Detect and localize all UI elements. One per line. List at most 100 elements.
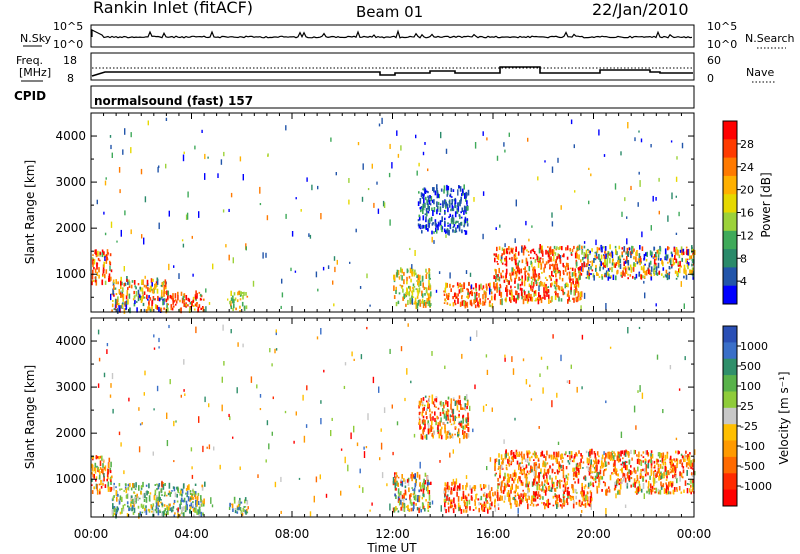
data-cell bbox=[607, 268, 610, 271]
data-cell bbox=[151, 288, 153, 291]
data-cell bbox=[240, 291, 242, 296]
data-cell bbox=[413, 503, 415, 510]
data-cell bbox=[93, 258, 96, 265]
data-cell bbox=[160, 488, 163, 493]
data-cell bbox=[534, 451, 536, 457]
data-cell bbox=[112, 288, 114, 295]
data-cell bbox=[406, 368, 408, 375]
data-cell bbox=[484, 484, 487, 488]
data-cell bbox=[407, 299, 409, 305]
data-cell bbox=[127, 287, 129, 291]
data-cell bbox=[557, 285, 560, 290]
data-cell bbox=[530, 299, 532, 302]
data-cell bbox=[408, 508, 411, 512]
data-cell bbox=[155, 510, 158, 514]
data-cell bbox=[573, 458, 575, 463]
data-cell bbox=[537, 256, 540, 261]
data-cell bbox=[520, 290, 523, 296]
data-cell bbox=[683, 268, 685, 273]
data-cell bbox=[194, 509, 196, 513]
data-cell bbox=[192, 501, 194, 504]
data-cell bbox=[685, 455, 687, 458]
data-cell bbox=[449, 283, 451, 288]
data-cell bbox=[422, 407, 424, 414]
data-cell bbox=[497, 483, 499, 489]
data-cell bbox=[486, 369, 489, 375]
data-cell bbox=[504, 482, 506, 486]
data-cell bbox=[622, 267, 625, 270]
data-cell bbox=[561, 460, 564, 463]
data-cell bbox=[232, 436, 234, 439]
data-cell bbox=[504, 243, 506, 248]
data-cell bbox=[461, 287, 464, 293]
data-cell bbox=[457, 297, 459, 300]
data-cell bbox=[466, 501, 468, 507]
data-cell bbox=[371, 502, 373, 506]
data-cell bbox=[526, 294, 528, 299]
data-cell bbox=[463, 230, 466, 232]
data-cell bbox=[678, 267, 681, 274]
data-cell bbox=[104, 256, 106, 261]
data-cell bbox=[557, 253, 559, 258]
data-cell bbox=[474, 142, 477, 149]
data-cell bbox=[453, 497, 455, 504]
data-cell bbox=[446, 282, 448, 288]
colorbar-segment bbox=[723, 194, 737, 213]
data-cell bbox=[634, 481, 636, 488]
data-cell bbox=[125, 302, 127, 305]
data-cell bbox=[628, 267, 631, 271]
data-cell bbox=[621, 467, 623, 473]
data-cell bbox=[439, 213, 441, 215]
data-cell bbox=[503, 279, 506, 283]
data-cell bbox=[419, 299, 421, 302]
data-cell bbox=[112, 292, 115, 296]
data-cell bbox=[596, 488, 599, 494]
data-cell bbox=[202, 307, 205, 313]
data-cell bbox=[438, 271, 441, 274]
data-cell bbox=[132, 298, 135, 301]
data-cell bbox=[659, 473, 662, 476]
data-cell bbox=[408, 275, 411, 279]
data-cell bbox=[412, 474, 415, 478]
data-cell bbox=[280, 510, 282, 514]
data-cell bbox=[417, 201, 420, 206]
data-cell bbox=[594, 254, 596, 258]
data-cell bbox=[583, 262, 586, 268]
data-cell bbox=[677, 264, 680, 267]
data-cell bbox=[665, 269, 668, 274]
data-cell bbox=[240, 501, 243, 504]
data-cell bbox=[179, 493, 181, 496]
data-cell bbox=[247, 506, 249, 510]
data-cell bbox=[154, 489, 157, 495]
data-cell bbox=[413, 271, 416, 277]
data-cell bbox=[503, 500, 506, 503]
data-cell bbox=[516, 492, 519, 496]
data-cell bbox=[418, 489, 420, 493]
data-cell bbox=[678, 486, 681, 491]
data-cell bbox=[434, 221, 437, 226]
freq-right-label: Nave bbox=[746, 66, 774, 79]
data-cell bbox=[166, 412, 168, 419]
data-cell bbox=[428, 490, 431, 495]
data-cell bbox=[197, 306, 200, 312]
data-cell bbox=[149, 308, 152, 311]
data-cell bbox=[660, 452, 662, 458]
data-cell bbox=[598, 455, 600, 458]
data-cell bbox=[562, 290, 565, 296]
data-cell bbox=[412, 489, 414, 491]
data-cell bbox=[454, 230, 456, 233]
data-cell bbox=[652, 256, 654, 258]
data-cell bbox=[683, 275, 685, 279]
data-cell bbox=[617, 256, 620, 262]
data-cell bbox=[482, 285, 485, 289]
data-cell bbox=[490, 503, 493, 506]
data-cell bbox=[517, 292, 520, 298]
data-cell bbox=[554, 495, 557, 498]
data-cell bbox=[101, 455, 103, 461]
data-cell bbox=[639, 486, 641, 491]
data-cell bbox=[103, 261, 105, 268]
data-cell bbox=[575, 284, 578, 288]
data-cell bbox=[679, 475, 681, 482]
data-cell bbox=[121, 293, 124, 298]
